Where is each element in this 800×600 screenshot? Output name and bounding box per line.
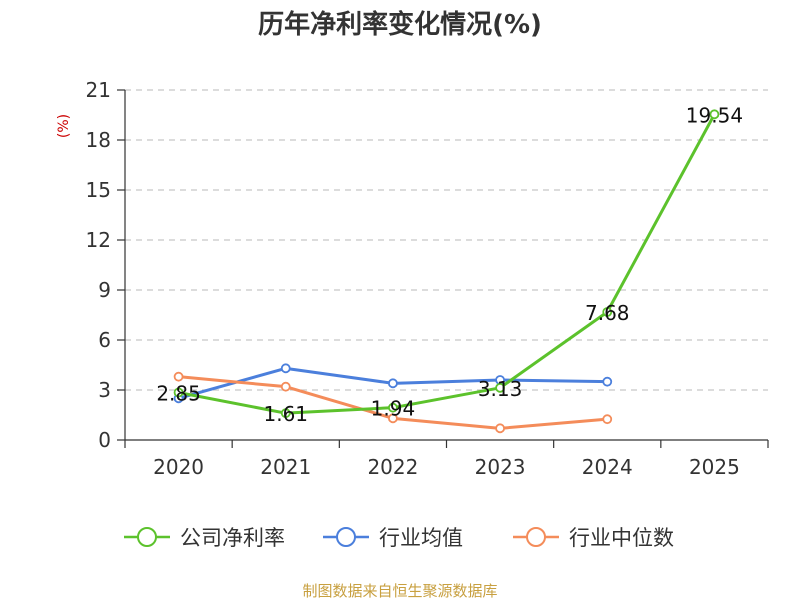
data-label: 3.13: [478, 377, 523, 401]
x-tick-label: 2023: [475, 455, 526, 479]
y-tick-label: 9: [98, 278, 111, 302]
data-label: 1.94: [371, 397, 416, 421]
legend[interactable]: 公司净利率 行业均值 行业中位数: [124, 526, 674, 550]
y-tick-label: 12: [86, 228, 111, 252]
legend-label: 公司净利率: [180, 526, 285, 550]
legend-marker: [336, 527, 356, 547]
data-point: [280, 381, 291, 392]
chart-title: 历年净利率变化情况(%): [258, 9, 542, 40]
series-line: [178, 113, 716, 415]
y-tick-label: 15: [86, 178, 111, 202]
y-tick-labels: 0 3 6 9 12 15 18 21: [86, 78, 111, 452]
data-point: [388, 402, 398, 413]
data-point: [280, 408, 291, 419]
data-point: [602, 307, 613, 317]
x-tick-label: 2021: [260, 455, 311, 479]
source-note: 制图数据来自恒生聚源数据库: [302, 582, 497, 600]
legend-item[interactable]: 行业中位数: [513, 526, 674, 550]
data-point: [709, 109, 720, 120]
x-tick-label: 2025: [689, 455, 740, 479]
legend-item[interactable]: 公司净利率: [124, 526, 285, 550]
y-tick-label: 0: [98, 428, 111, 452]
data-point: [602, 376, 613, 387]
data-label: 7.68: [585, 301, 630, 325]
y-tick-label: 3: [98, 378, 111, 402]
grid-lines: [125, 89, 768, 391]
data-label: 19.54: [686, 103, 743, 127]
data-point: [388, 378, 398, 389]
data-label: 1.61: [263, 402, 308, 426]
legend-label: 行业均值: [379, 526, 463, 550]
data-point: [495, 423, 505, 434]
legend-marker: [526, 527, 546, 547]
data-point: [388, 413, 398, 424]
legend-label: 行业中位数: [569, 526, 674, 550]
y-tick-label: 18: [86, 128, 111, 152]
data-point: [280, 363, 291, 374]
x-tick-labels: 2020 2021 2022 2023 2024 2025: [153, 455, 740, 479]
data-labels: 2.85 1.61 1.94 3.13 7.68 19.54: [156, 103, 743, 426]
x-tick-label: 2024: [582, 455, 633, 479]
data-point: [602, 414, 613, 425]
data-label: 2.85: [156, 382, 201, 406]
y-tick-label: 6: [98, 328, 111, 352]
data-point: [173, 387, 184, 398]
legend-marker: [137, 527, 157, 547]
x-tick-label: 2020: [153, 455, 204, 479]
legend-item[interactable]: 行业均值: [323, 526, 463, 550]
y-axis-unit-label: (%): [56, 114, 72, 138]
series-layer: [173, 109, 720, 434]
y-tick-label: 21: [86, 78, 111, 102]
axes: [117, 89, 769, 448]
x-tick-label: 2022: [367, 455, 418, 479]
data-point: [495, 382, 505, 393]
data-point: [173, 371, 184, 382]
